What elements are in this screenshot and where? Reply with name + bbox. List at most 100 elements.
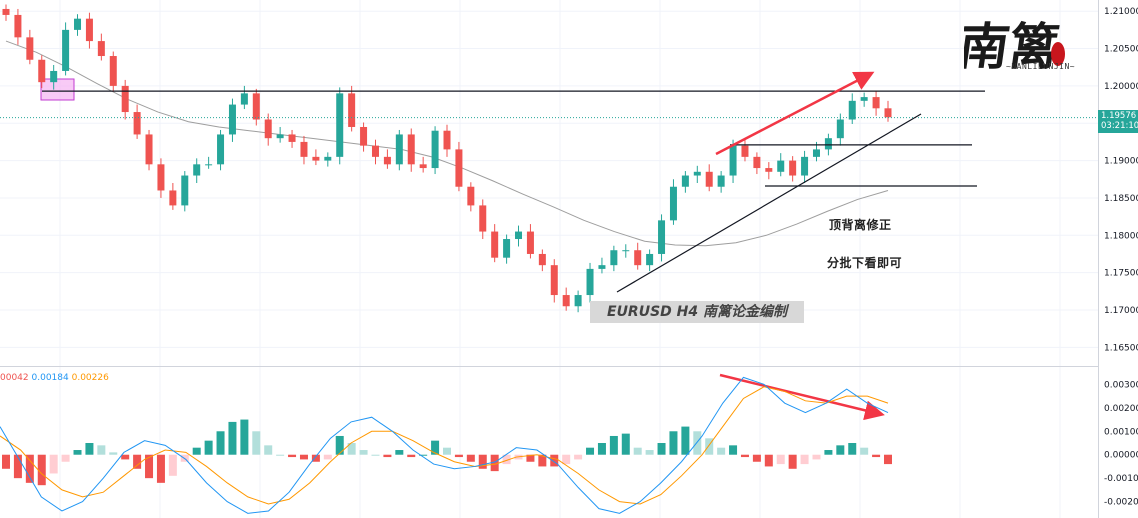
candle-body <box>669 186 677 221</box>
histogram-bar <box>740 454 749 458</box>
logo-seal <box>1051 42 1065 66</box>
histogram-bar <box>383 454 392 458</box>
histogram-bar <box>2 454 10 469</box>
histogram-bar <box>97 445 106 455</box>
candle-body <box>360 126 368 146</box>
candle-body <box>526 231 534 254</box>
histogram-bar <box>788 454 797 469</box>
current-price: 1.19576 <box>1101 111 1137 121</box>
histogram-bar <box>657 443 666 455</box>
candle-body <box>515 231 523 240</box>
candle-body <box>646 253 654 266</box>
candle-body <box>217 134 225 165</box>
histogram-bar <box>526 454 535 462</box>
macd-tick-label: 0.00300 <box>1104 380 1138 390</box>
candle-body <box>50 70 58 83</box>
annotation-note-1: 顶背离修正 <box>829 218 892 232</box>
candle-body <box>121 85 129 113</box>
histogram-bar <box>168 454 177 476</box>
histogram-bar <box>216 431 225 455</box>
histogram-bar <box>824 450 833 455</box>
candle-body <box>491 231 499 258</box>
candle-body <box>74 18 82 30</box>
histogram-bar <box>633 447 642 455</box>
candle-body <box>264 119 272 139</box>
candle-body <box>812 149 820 157</box>
histogram-bar <box>645 450 654 455</box>
candle-body <box>741 145 749 157</box>
histogram-bar <box>550 454 559 467</box>
candle-body <box>729 145 737 176</box>
current-price-tag: 1.19576 03:21:10 <box>1098 110 1138 133</box>
price-axis[interactable]: 1.210001.205001.200001.195001.190001.185… <box>1104 7 1138 353</box>
macd-histogram <box>2 419 892 486</box>
candle-body <box>407 134 415 165</box>
histogram-bar <box>884 454 892 465</box>
price-tick-label: 1.20000 <box>1104 82 1138 92</box>
candle-body <box>157 164 165 191</box>
histogram-bar <box>311 454 320 462</box>
histogram-bar <box>264 445 273 455</box>
candle-body <box>193 164 201 176</box>
histogram-bar <box>25 454 34 483</box>
candle-body <box>789 160 797 176</box>
price-tick-label: 1.17000 <box>1104 306 1138 316</box>
histogram-bar <box>192 447 201 455</box>
candle-body <box>276 134 284 139</box>
histogram-bar <box>73 450 82 455</box>
histogram-bar <box>145 454 154 479</box>
histogram-bar <box>454 454 463 458</box>
candle-body <box>658 220 666 254</box>
candle-body <box>455 149 463 187</box>
macd-axis[interactable]: 0.00300 0.00200 0.00100 0.00000 -0.00100 -0.0… <box>1104 380 1138 507</box>
histogram-bar <box>252 431 261 455</box>
candle-body <box>419 164 427 169</box>
candle-body <box>562 295 570 307</box>
histogram-bar <box>538 454 547 467</box>
chart-watermark: EURUSD H4 南篱论金编制 <box>590 301 804 323</box>
macd-lines <box>0 376 889 514</box>
candle-body <box>109 56 117 86</box>
histogram-bar <box>669 431 678 455</box>
histogram-bar <box>407 454 416 458</box>
histogram-bar <box>13 454 22 479</box>
candle-body <box>312 156 320 161</box>
histogram-bar <box>621 433 630 455</box>
price-tick-label: 1.17500 <box>1104 269 1138 279</box>
histogram-bar <box>812 454 821 460</box>
grid-lines <box>0 0 1098 518</box>
histogram-bar <box>490 454 499 472</box>
candle-body <box>610 250 618 266</box>
macd-arrow <box>719 373 885 421</box>
candle-body <box>586 268 594 296</box>
candle-body <box>634 250 642 266</box>
candle-body <box>169 190 177 206</box>
candle-body <box>14 14 22 38</box>
candle-body <box>884 108 892 118</box>
histogram-bar <box>431 440 440 455</box>
histogram-bar <box>764 454 773 467</box>
candle-body <box>598 265 606 269</box>
histogram-bar <box>872 454 881 458</box>
candle-body <box>872 97 880 109</box>
histogram-bar <box>347 443 356 455</box>
histogram-bar <box>335 435 344 455</box>
histogram-bar <box>49 454 58 474</box>
candle-body <box>85 18 93 42</box>
histogram-bar <box>836 445 845 455</box>
histogram-bar <box>240 419 249 455</box>
rising-trendline <box>616 113 922 293</box>
macd-legend-hist: 00042 <box>0 373 29 383</box>
histogram-bar <box>574 454 583 460</box>
histogram-bar <box>395 450 404 455</box>
candle-body <box>765 168 773 172</box>
candle-body <box>133 112 141 135</box>
candle-body <box>467 186 475 206</box>
candle-body <box>503 239 511 258</box>
candle-body <box>801 156 809 176</box>
candle-body <box>145 134 153 165</box>
candle-body <box>371 145 379 157</box>
price-tick-label: 1.16500 <box>1104 343 1138 353</box>
histogram-bar <box>276 454 285 456</box>
